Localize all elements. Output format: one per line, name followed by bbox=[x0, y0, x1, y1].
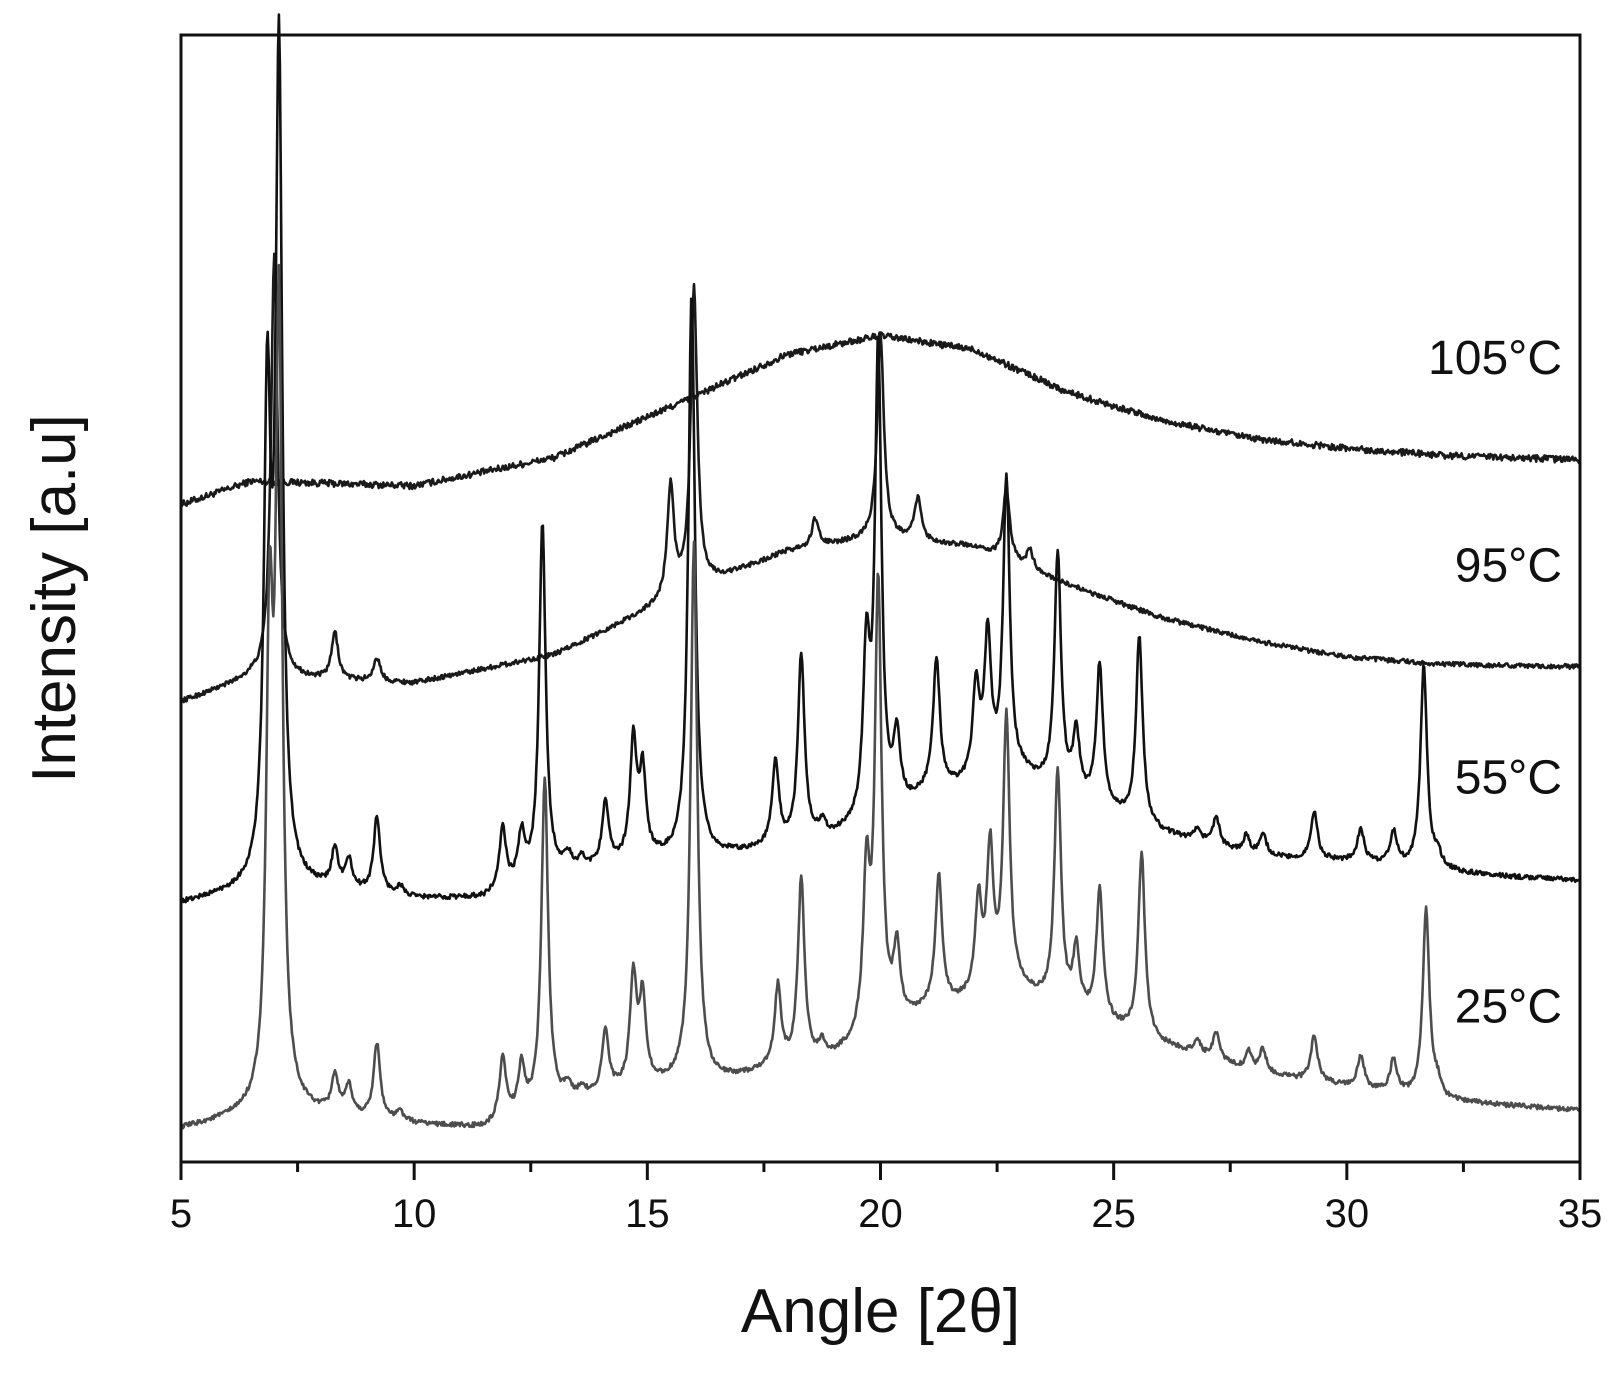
x-tick-label: 30 bbox=[1325, 1192, 1370, 1236]
series-line-2 bbox=[179, 13, 1582, 904]
x-tick-label: 25 bbox=[1091, 1192, 1136, 1236]
series-label-0: 105°C bbox=[1428, 332, 1562, 385]
x-tick-label: 35 bbox=[1558, 1192, 1603, 1236]
x-tick-label: 10 bbox=[392, 1192, 437, 1236]
x-axis-ticks: 5 10 15 20 25 30 35 bbox=[170, 1162, 1602, 1236]
series-label-1: 95°C bbox=[1455, 539, 1562, 592]
series-label-3: 25°C bbox=[1455, 981, 1562, 1034]
y-axis-title: Intensity [a.u] bbox=[20, 414, 89, 783]
series-line-3 bbox=[179, 263, 1581, 1130]
series-labels: 105°C 95°C 55°C 25°C bbox=[1428, 332, 1562, 1034]
series-line-1 bbox=[179, 252, 1582, 704]
series-layer bbox=[179, 13, 1582, 1130]
x-tick-label: 15 bbox=[625, 1192, 670, 1236]
x-tick-label: 5 bbox=[170, 1192, 192, 1236]
x-axis-title: Angle [2θ] bbox=[741, 1277, 1020, 1346]
series-line-0 bbox=[179, 331, 1581, 509]
x-tick-label: 20 bbox=[858, 1192, 903, 1236]
series-label-2: 55°C bbox=[1455, 751, 1562, 804]
